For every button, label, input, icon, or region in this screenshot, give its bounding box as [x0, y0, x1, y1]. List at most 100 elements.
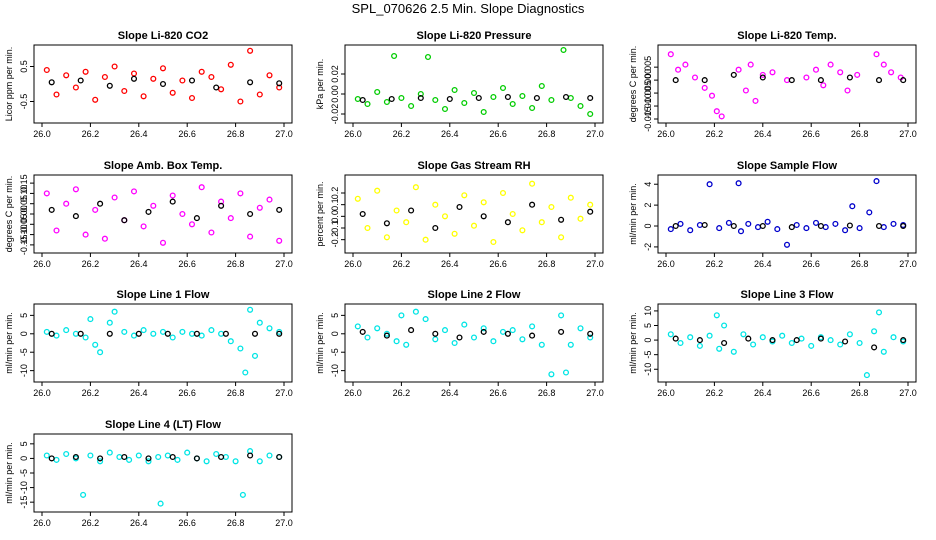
data-point	[716, 225, 723, 232]
data-point	[880, 224, 887, 231]
panel-1: Slope Li-820 CO2 26.0 26.2 26.4 26.6 26.8 27.0…	[4, 30, 293, 139]
average-point	[106, 82, 113, 89]
y-axis-label: ml/min per min.	[315, 312, 325, 374]
average-point	[745, 335, 752, 342]
average-point	[276, 330, 283, 337]
average-point	[130, 75, 138, 82]
data-point	[364, 224, 371, 232]
data-point	[451, 339, 458, 347]
data-point	[111, 63, 118, 70]
y-tick-label: 5	[330, 313, 340, 318]
x-tick-label: 26.8	[538, 259, 556, 269]
data-point	[82, 68, 89, 75]
data-point	[519, 92, 526, 100]
average-point	[587, 94, 594, 102]
data-point	[701, 84, 708, 91]
data-point	[793, 221, 800, 229]
data-point	[827, 61, 834, 68]
data-point	[842, 227, 849, 234]
data-point	[179, 328, 186, 335]
average-point	[475, 94, 482, 102]
data-point	[227, 338, 234, 345]
data-point	[188, 330, 196, 337]
data-point	[43, 66, 50, 74]
average-point	[169, 198, 176, 205]
panel-title: Slope Line 3 Flow	[741, 289, 834, 301]
y-tick-label: -5	[19, 469, 29, 477]
data-point	[256, 91, 263, 98]
x-tick-label: 26.6	[489, 388, 507, 398]
data-point	[470, 89, 478, 97]
average-point	[875, 222, 883, 230]
data-point	[374, 88, 381, 96]
data-point	[256, 319, 263, 326]
y-tick-label: 0.15	[19, 174, 29, 192]
x-tick-label: 26.4	[441, 129, 459, 139]
y-tick-label: 10	[643, 306, 653, 316]
data-point	[208, 327, 215, 334]
average-point	[251, 330, 259, 337]
data-point	[198, 68, 205, 75]
data-point	[150, 75, 157, 82]
y-tick-label: -0.05	[19, 214, 29, 235]
data-point	[880, 348, 887, 355]
data-point	[718, 113, 725, 120]
data-point	[63, 72, 70, 79]
data-point	[548, 371, 555, 378]
data-point	[63, 200, 70, 207]
data-point	[567, 341, 574, 348]
data-point	[529, 323, 536, 330]
data-point	[121, 328, 128, 335]
average-point	[456, 334, 463, 341]
data-point	[53, 227, 60, 234]
data-point	[422, 236, 429, 243]
data-point	[682, 61, 689, 68]
y-tick-label: 0	[643, 224, 653, 229]
data-point	[577, 215, 584, 222]
y-axis-label: ml/min per min.	[628, 312, 638, 374]
y-tick-label: 0.5	[19, 60, 29, 73]
average-point	[247, 210, 254, 218]
y-tick-label: 0	[330, 331, 340, 336]
y-tick-label: 0	[643, 338, 653, 343]
data-point	[218, 86, 225, 93]
data-point	[266, 196, 273, 203]
data-point	[374, 187, 381, 194]
y-tick-label: 0.00	[19, 205, 29, 223]
average-point	[558, 328, 565, 335]
y-axis-label: degrees C per min.	[628, 46, 638, 123]
average-point	[672, 222, 679, 230]
data-point	[179, 77, 186, 84]
data-point	[461, 192, 468, 199]
x-tick-label: 27.0	[586, 259, 604, 269]
x-tick-label: 26.4	[754, 388, 772, 398]
data-point	[92, 96, 99, 103]
panel-5: Slope Gas Stream RH 26.0 26.2 26.4 26.6 26.8 2…	[315, 160, 604, 269]
y-tick-label: 0.005	[643, 56, 653, 79]
average-point	[871, 344, 878, 351]
data-point	[577, 102, 584, 110]
average-point	[145, 208, 152, 215]
data-point	[691, 74, 699, 81]
data-point	[432, 201, 439, 208]
x-tick-label: 26.4	[130, 388, 148, 398]
x-tick-label: 26.0	[33, 129, 51, 139]
data-point	[203, 458, 210, 465]
data-point	[126, 456, 133, 463]
data-point	[237, 345, 244, 352]
data-point	[256, 458, 263, 465]
data-point	[383, 234, 390, 241]
data-point	[408, 102, 415, 110]
y-tick-label: -5	[330, 348, 340, 356]
y-tick-label: 0.000	[643, 69, 653, 92]
average-point	[817, 222, 824, 230]
average-point	[587, 330, 594, 337]
y-tick-label: -2	[643, 243, 653, 251]
x-tick-label: 26.8	[851, 388, 869, 398]
average-point	[383, 220, 390, 227]
average-point	[97, 200, 104, 207]
data-point	[106, 319, 113, 326]
y-axis-label: percent per min.	[315, 181, 325, 246]
data-point	[43, 190, 50, 197]
data-point	[737, 228, 745, 235]
